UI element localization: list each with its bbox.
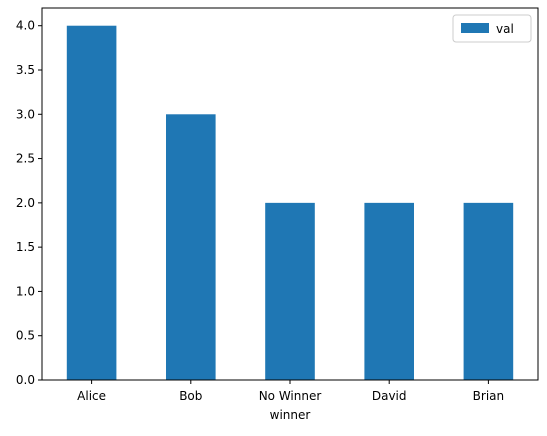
bar-bob: [166, 114, 216, 380]
ticks-layer: 0.0 0.5 1.0 1.5 2.0 2.5 3.0 3.5 4.0 Alice Bob No Wi…: [16, 19, 504, 403]
bar-david: [364, 202, 414, 380]
x-tick-label: David: [372, 389, 407, 403]
y-tick-label: 3.5: [16, 63, 35, 77]
y-tick-label: 1.0: [16, 284, 35, 298]
y-tick-label: 3.0: [16, 107, 35, 121]
x-tick-label: Bob: [179, 389, 202, 403]
y-tick-label: 4.0: [16, 19, 35, 33]
legend: val: [452, 14, 532, 43]
legend-label: val: [496, 22, 514, 36]
y-tick-label: 2.0: [16, 196, 35, 210]
bars-layer: [66, 25, 514, 381]
bar-brian: [463, 202, 514, 380]
y-tick-label: 0.0: [16, 373, 35, 387]
x-tick-label: Brian: [473, 389, 504, 403]
legend-box: [452, 14, 532, 43]
x-tick-label: Alice: [77, 389, 106, 403]
y-tick-label: 0.5: [16, 329, 35, 343]
bar-alice: [66, 25, 117, 381]
bar-no-winner: [265, 202, 315, 380]
y-tick-label: 1.5: [16, 240, 35, 254]
x-axis-label: winner: [270, 408, 311, 422]
x-tick-label: No Winner: [259, 389, 322, 403]
y-tick-label: 2.5: [16, 152, 35, 166]
legend-swatch: [461, 23, 489, 33]
